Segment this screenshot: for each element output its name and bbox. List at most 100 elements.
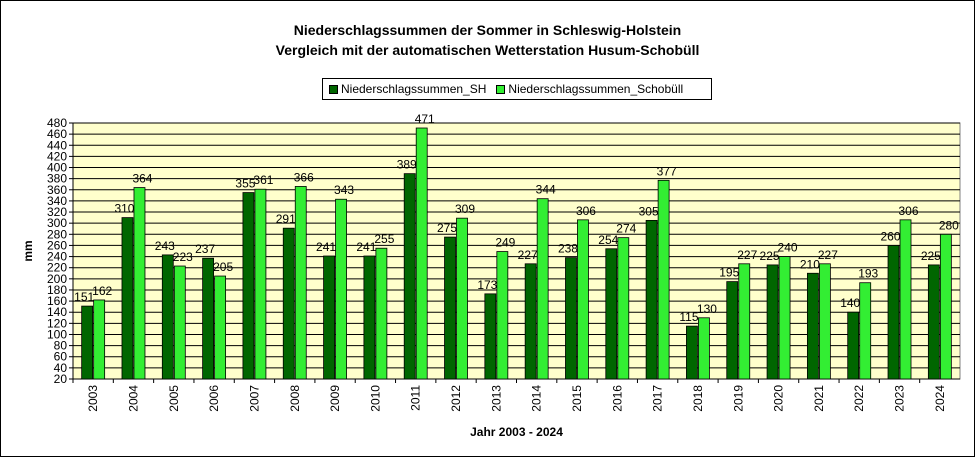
- y-tick-label: 260: [47, 238, 67, 252]
- data-label-sh: 140: [840, 296, 860, 310]
- bar-sh: [847, 311, 860, 380]
- bar-schobuell: [254, 188, 267, 380]
- chart-subtitle: Vergleich mit der automatischen Wetterst…: [275, 42, 700, 58]
- bar-schobuell: [738, 263, 751, 380]
- x-tick-label: 2010: [368, 385, 382, 412]
- legend-item-sh: Niederschlagssummen_SH: [329, 82, 486, 96]
- bar-schobuell: [617, 237, 630, 380]
- legend: Niederschlagssummen_SH Niederschlagssumm…: [322, 78, 712, 100]
- bar-sh: [887, 245, 900, 380]
- bar-schobuell: [173, 265, 186, 380]
- bar-schobuell: [698, 317, 710, 380]
- bar-schobuell: [456, 217, 468, 380]
- x-tick-label: 2012: [449, 385, 463, 412]
- data-label-sh: 291: [276, 212, 296, 226]
- y-tick-label: 160: [47, 294, 67, 308]
- bar-sh: [645, 219, 658, 380]
- x-tick-label: 2016: [610, 385, 624, 412]
- bar-schobuell: [93, 299, 106, 380]
- bar-schobuell: [899, 219, 912, 380]
- y-tick-label: 320: [47, 205, 67, 219]
- data-label-schobuell: 249: [495, 236, 515, 250]
- x-tick-label: 2006: [207, 385, 221, 412]
- chart-title-block: Niederschlagssummen der Sommer in Schles…: [0, 20, 975, 60]
- data-label-schobuell: 274: [616, 222, 636, 236]
- bar-schobuell: [415, 127, 428, 380]
- data-label-sh: 241: [316, 240, 336, 254]
- data-label-schobuell: 223: [173, 250, 193, 264]
- bar-schobuell: [778, 256, 791, 380]
- y-tick-label: 240: [47, 250, 67, 264]
- data-label-schobuell: 343: [334, 183, 354, 197]
- y-tick-label: 60: [54, 350, 68, 364]
- x-tick-label: 2014: [530, 385, 544, 412]
- y-tick-label: 140: [47, 305, 67, 319]
- data-label-sh: 195: [719, 266, 739, 280]
- y-tick-label: 360: [47, 183, 67, 197]
- x-tick-label: 2020: [772, 385, 786, 412]
- data-label-schobuell: 344: [536, 183, 556, 197]
- data-label-schobuell: 162: [92, 284, 112, 298]
- y-tick-label: 340: [47, 194, 67, 208]
- data-label-schobuell: 240: [778, 241, 798, 255]
- data-label-sh: 225: [760, 249, 780, 263]
- x-tick-label: 2007: [247, 385, 261, 412]
- data-label-sh: 389: [397, 158, 417, 172]
- data-label-schobuell: 227: [737, 248, 757, 262]
- y-tick-label: 40: [54, 361, 68, 375]
- bar-schobuell: [375, 247, 388, 380]
- bar-schobuell: [536, 198, 549, 380]
- x-tick-label: 2005: [167, 385, 181, 412]
- data-label-schobuell: 361: [253, 173, 273, 187]
- bar-sh: [766, 264, 779, 380]
- y-tick-label: 180: [47, 283, 67, 297]
- data-label-schobuell: 309: [455, 202, 475, 216]
- bar-sh: [363, 255, 376, 380]
- data-label-schobuell: 306: [576, 204, 596, 218]
- legend-label-sh: Niederschlagssummen_SH: [341, 82, 487, 96]
- data-label-sh: 225: [921, 249, 941, 263]
- bar-schobuell: [939, 233, 952, 380]
- bar-schobuell: [818, 263, 831, 380]
- data-label-sh: 210: [800, 257, 820, 271]
- data-label-sh: 355: [235, 177, 255, 191]
- data-label-schobuell: 193: [858, 267, 878, 281]
- data-label-sh: 275: [437, 221, 457, 235]
- data-label-sh: 243: [155, 239, 175, 253]
- y-tick-label: 220: [47, 261, 67, 275]
- bar-sh: [121, 217, 134, 380]
- y-tick-label: 280: [47, 227, 67, 241]
- data-label-schobuell: 377: [657, 164, 677, 178]
- x-tick-label: 2019: [731, 385, 745, 412]
- data-label-schobuell: 306: [899, 204, 919, 218]
- bar-sh: [403, 173, 416, 380]
- legend-swatch-schobuell: [496, 84, 506, 94]
- bar-schobuell: [335, 198, 347, 380]
- bar-schobuell: [214, 275, 227, 380]
- x-tick-label: 2003: [86, 385, 100, 412]
- bar-schobuell: [133, 187, 146, 380]
- x-tick-label: 2008: [288, 385, 302, 412]
- bar-schobuell: [496, 251, 509, 380]
- x-axis-title: Jahr 2003 - 2024: [470, 425, 563, 439]
- bar-sh: [444, 236, 456, 380]
- x-tick-label: 2022: [852, 385, 866, 412]
- data-label-sh: 227: [518, 248, 538, 262]
- x-tick-label: 2009: [328, 385, 342, 412]
- data-label-schobuell: 280: [939, 218, 959, 232]
- bar-sh: [605, 248, 618, 380]
- bar-sh: [484, 293, 497, 380]
- y-tick-label: 20: [54, 372, 68, 386]
- data-label-sh: 173: [477, 278, 497, 292]
- data-label-sh: 305: [639, 204, 659, 218]
- bar-sh: [242, 192, 255, 380]
- data-label-schobuell: 255: [374, 232, 394, 246]
- data-label-sh: 151: [74, 290, 94, 304]
- bar-schobuell: [294, 186, 307, 380]
- data-label-schobuell: 130: [697, 302, 717, 316]
- x-tick-label: 2013: [489, 385, 503, 412]
- y-tick-label: 100: [47, 327, 67, 341]
- y-tick-label: 80: [54, 339, 68, 353]
- data-label-sh: 260: [881, 229, 901, 243]
